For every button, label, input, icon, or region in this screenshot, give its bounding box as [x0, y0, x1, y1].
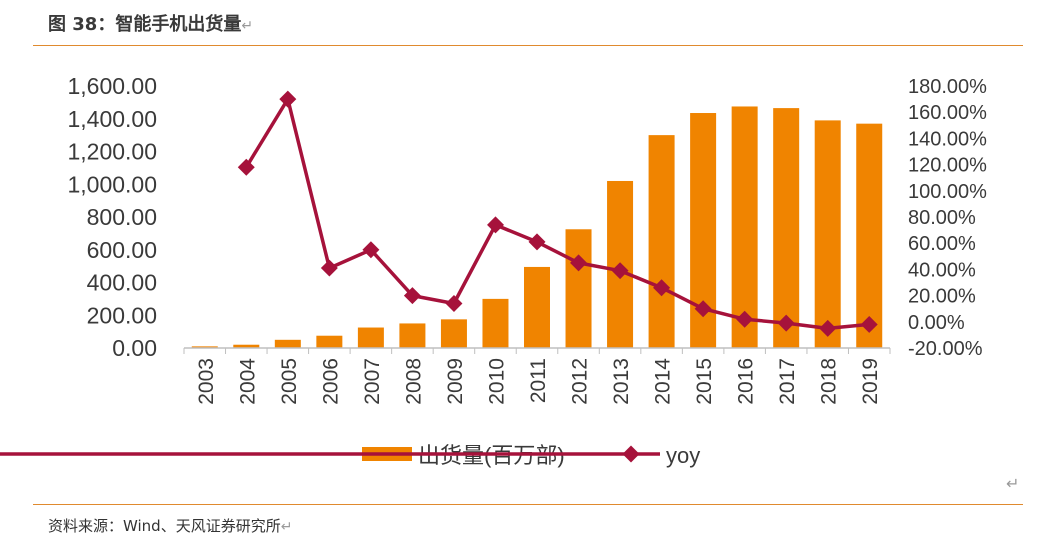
x-tick-label: 2012 [569, 358, 592, 405]
bar-2008 [399, 323, 426, 348]
yoy-marker-2007 [362, 241, 380, 259]
y-left-tick-label: 1,600.00 [67, 73, 157, 99]
legend-label-line: yoy [666, 443, 700, 468]
x-tick-label: 2006 [319, 358, 342, 405]
yoy-marker-2010 [487, 216, 504, 234]
y-left-tick-label: 800.00 [87, 204, 157, 230]
x-tick-label: 2003 [195, 358, 218, 405]
source-text: 资料来源：Wind、天风证券研究所 [48, 517, 281, 535]
y-left-tick-label: 400.00 [87, 270, 157, 296]
yoy-marker-2006 [320, 259, 338, 277]
y-left-tick-label: 0.00 [112, 335, 157, 361]
y-left-tick-label: 1,200.00 [67, 139, 157, 165]
figure-title-text: 图 38：智能手机出货量 [48, 14, 242, 35]
yoy-marker-2016 [736, 310, 754, 328]
x-tick-label: 2015 [693, 358, 716, 405]
yoy-marker-2008 [403, 287, 421, 305]
bar-2016 [731, 106, 758, 348]
x-tick-label: 2013 [610, 358, 633, 405]
top-rule [33, 45, 1023, 46]
bar-2007 [357, 327, 384, 348]
y-right-tick-label: 180.00% [908, 76, 987, 98]
bar-2014 [648, 135, 675, 348]
y-right-tick-label: -20.00% [908, 338, 983, 360]
bar-2017 [773, 108, 800, 348]
yoy-marker-2004 [237, 158, 255, 176]
figure-title: 图 38：智能手机出货量↵ [48, 10, 253, 36]
return-mark: ↵ [241, 18, 254, 34]
x-tick-label: 2005 [278, 358, 301, 405]
x-tick-label: 2017 [776, 358, 799, 405]
y-right-tick-label: 0.00% [908, 312, 965, 334]
yoy-line [244, 97, 870, 331]
bar-2011 [524, 266, 550, 348]
stray-return-mark: ↵ [1006, 474, 1020, 493]
y-right-tick-label: 100.00% [908, 181, 987, 203]
x-tick-label: 2011 [527, 358, 550, 403]
x-tick-label: 2007 [361, 358, 384, 405]
source-return-mark: ↵ [280, 519, 293, 535]
x-tick-label: 2010 [486, 358, 509, 405]
x-tick-label: 2019 [859, 358, 882, 405]
bar-2019 [856, 123, 883, 348]
x-tick-label: 2008 [402, 358, 425, 405]
x-tick-label: 2004 [236, 358, 259, 405]
bar-2006 [316, 335, 343, 348]
yoy-marker-2011 [528, 233, 546, 251]
x-tick-label: 2009 [444, 358, 467, 405]
bottom-rule [33, 504, 1023, 505]
y-right-tick-label: 20.00% [908, 286, 976, 308]
yoy-marker-2015 [694, 300, 712, 318]
y-left-tick-label: 200.00 [87, 302, 157, 328]
bar-2009 [440, 319, 467, 348]
y-right-tick-label: 120.00% [908, 155, 987, 177]
yoy-marker-2012 [570, 254, 588, 272]
y-right-tick-label: 60.00% [908, 233, 976, 255]
bar-2012 [565, 229, 592, 348]
bar-2010 [482, 298, 509, 348]
bar-2004 [233, 344, 260, 348]
x-tick-label: 2018 [818, 358, 841, 405]
bar-2018 [814, 120, 841, 348]
x-tick-label: 2016 [735, 358, 758, 405]
bar-2003 [191, 346, 218, 348]
yoy-marker-2005 [279, 90, 297, 108]
bar-2005 [274, 339, 301, 348]
yoy-marker-2009 [445, 295, 463, 312]
legend-swatch-line-marker [622, 445, 640, 463]
y-left-tick-label: 600.00 [87, 237, 157, 263]
y-right-tick-label: 160.00% [908, 102, 987, 124]
y-left-tick-label: 1,000.00 [67, 171, 157, 197]
yoy-marker-2018 [819, 319, 837, 337]
y-left-tick-label: 1,400.00 [67, 106, 157, 132]
x-tick-label: 2014 [652, 358, 675, 405]
source-note: 资料来源：Wind、天风证券研究所↵ [48, 515, 292, 536]
y-right-tick-label: 80.00% [908, 207, 976, 229]
y-right-tick-label: 40.00% [908, 259, 976, 281]
yoy-marker-2019 [860, 315, 878, 333]
y-right-tick-label: 140.00% [908, 128, 987, 150]
